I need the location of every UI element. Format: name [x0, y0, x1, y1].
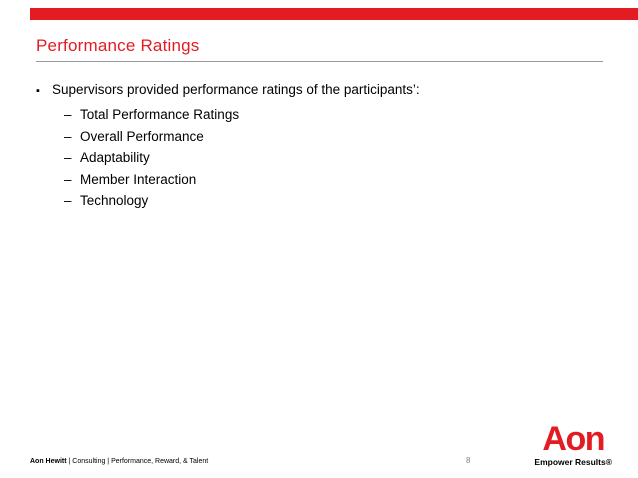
aon-wordmark: Aon	[542, 419, 605, 458]
bullet-item-sub: – Total Performance Ratings	[64, 104, 608, 126]
bullet-text-sub: Member Interaction	[80, 171, 197, 187]
aon-logo: Aon Empower Results®	[534, 419, 612, 467]
aon-tagline: Empower Results®	[534, 457, 612, 467]
bullet-text-main: Supervisors provided performance ratings…	[52, 82, 420, 97]
bullet-text-sub: Total Performance Ratings	[80, 107, 240, 122]
dash-bullet-icon: –	[64, 171, 72, 187]
bullet-item-main: ▪ Supervisors provided performance ratin…	[36, 80, 608, 101]
footer-brand: Aon Hewitt	[30, 458, 67, 465]
top-accent-bar	[30, 8, 638, 20]
bullet-item-sub: – Overall Performance	[64, 126, 608, 148]
dash-bullet-icon: –	[64, 150, 72, 165]
dash-bullet-icon: –	[64, 107, 72, 122]
slide-title: Performance Ratings	[36, 36, 200, 55]
bullet-text-sub: Overall Performance	[80, 128, 204, 144]
slide-body: ▪ Supervisors provided performance ratin…	[36, 80, 608, 212]
bullet-item-sub: – Adaptability	[64, 147, 608, 169]
bullet-text-sub: Adaptability	[80, 150, 150, 165]
square-bullet-icon: ▪	[36, 85, 40, 97]
bullet-item-sub: – Member Interaction	[64, 169, 608, 191]
bullet-text-sub: Technology	[80, 193, 149, 208]
dash-bullet-icon: –	[64, 193, 72, 208]
dash-bullet-icon: –	[64, 128, 72, 144]
footer-breadcrumb: | Consulting | Performance, Reward, & Ta…	[68, 458, 209, 465]
title-divider	[36, 61, 603, 62]
page-number: 8	[466, 456, 471, 465]
footer-attribution: Aon Hewitt | Consulting | Performance, R…	[30, 458, 208, 465]
bullet-item-sub: – Technology	[64, 190, 608, 212]
